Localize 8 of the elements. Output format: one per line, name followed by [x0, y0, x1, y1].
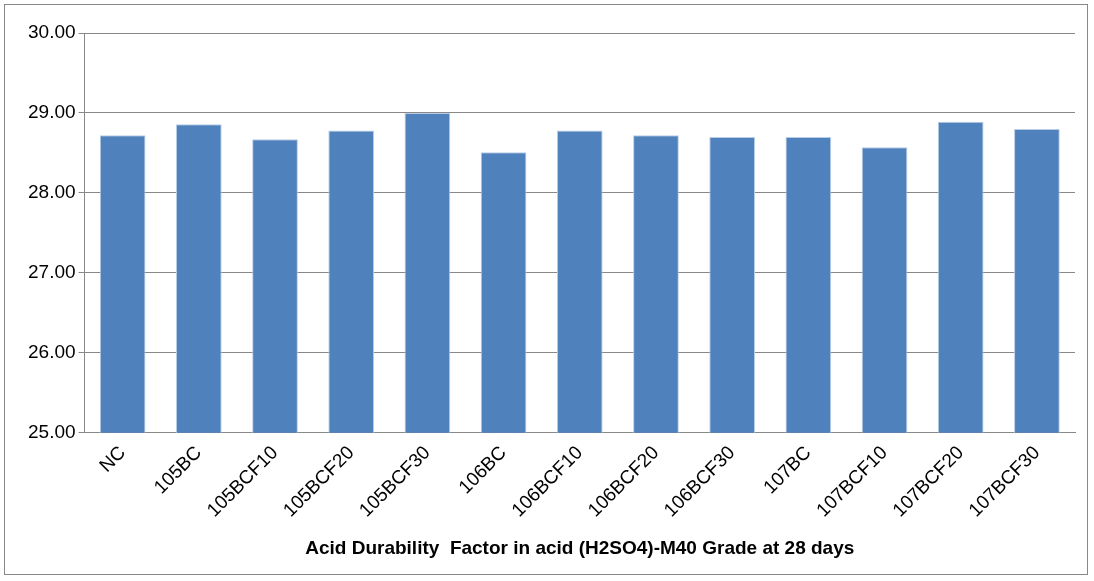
x-axis-title: Acid Durability Factor in acid (H2SO4)-M40 Grade at 28 days — [305, 536, 855, 558]
y-tick-label: 29.00 — [28, 101, 76, 123]
y-tick-label: 26.00 — [28, 341, 76, 363]
y-tick-label: 25.00 — [28, 421, 76, 443]
y-tick-label: 27.00 — [28, 261, 76, 283]
y-tick-label: 28.00 — [28, 181, 76, 203]
x-tick-label: NC — [94, 441, 130, 476]
y-tick-label: 30.00 — [28, 21, 76, 43]
